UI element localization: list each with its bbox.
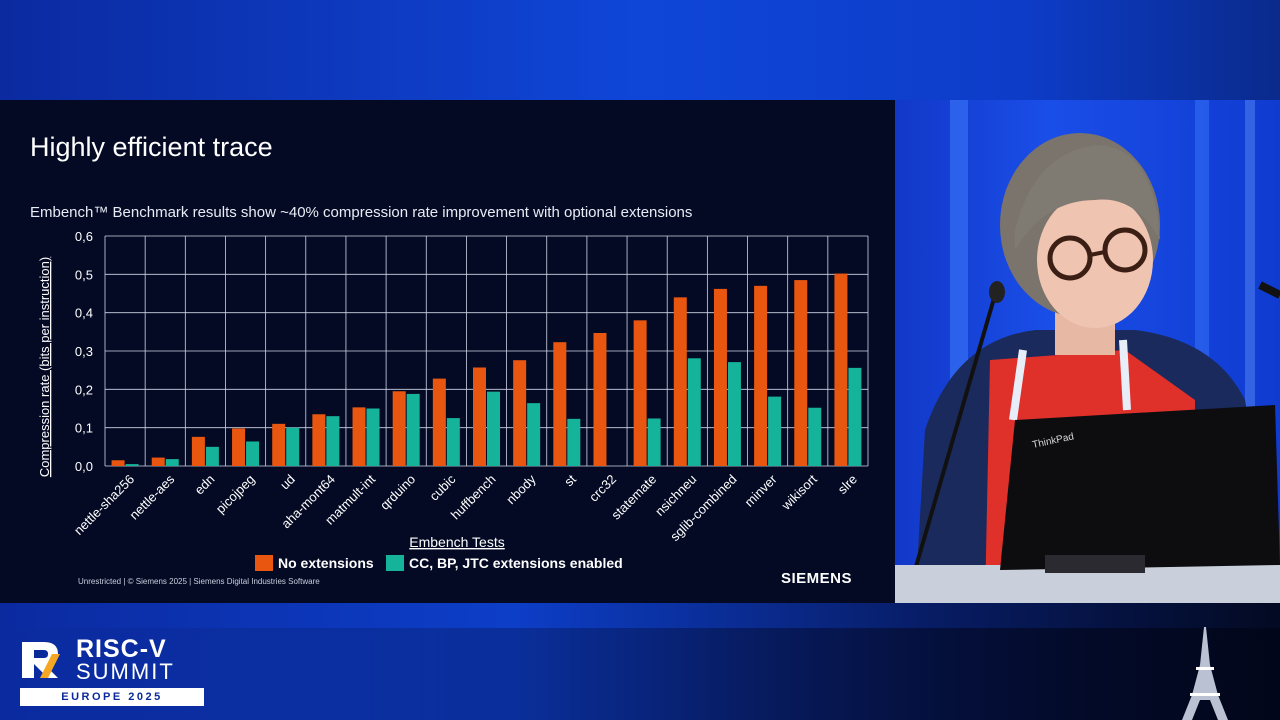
- siemens-logo: SIEMENS: [781, 570, 853, 587]
- y-tick-label: 0,0: [75, 459, 93, 474]
- x-tick-label: slre: [835, 472, 860, 497]
- bar-extensions-enabled: [446, 418, 460, 466]
- x-tick-label: minver: [742, 471, 781, 510]
- lanyard: [1009, 349, 1027, 421]
- bar-extensions-enabled: [487, 391, 500, 466]
- logo-text-summit: SUMMIT: [76, 659, 175, 684]
- x-tick-label: wikisort: [778, 471, 820, 513]
- bar-no-extensions: [151, 457, 165, 466]
- x-tick-label: qrduino: [377, 472, 418, 513]
- x-tick-label: st: [561, 471, 579, 489]
- y-tick-label: 0,6: [75, 229, 93, 244]
- bar-extensions-enabled: [808, 407, 822, 466]
- bar-no-extensions: [834, 273, 848, 466]
- bar-extensions-enabled: [727, 362, 741, 466]
- y-tick-label: 0,4: [75, 306, 93, 321]
- top-banner: [0, 0, 1280, 100]
- bar-no-extensions: [673, 297, 687, 466]
- laptop-base: [1045, 555, 1145, 573]
- microphone-stand: [913, 294, 997, 571]
- bar-extensions-enabled: [205, 446, 219, 466]
- bar-extensions-enabled: [527, 403, 541, 466]
- y-tick-label: 0,3: [75, 344, 93, 359]
- bar-no-extensions: [111, 460, 125, 466]
- speaker-video: ThinkPad: [895, 100, 1280, 603]
- bar-no-extensions: [633, 320, 647, 466]
- slide-footer: Unrestricted | © Siemens 2025 | Siemens …: [78, 577, 320, 586]
- y-axis-label: Compression rate (bits per instruction): [37, 257, 52, 477]
- legend-swatch-no-extensions: [255, 555, 273, 571]
- microphone-icon: [989, 281, 1005, 303]
- bar-no-extensions: [593, 332, 607, 466]
- eiffel-tower-icon: [1182, 627, 1228, 720]
- x-tick-label: ud: [277, 472, 298, 493]
- x-tick-label: crc32: [586, 472, 619, 505]
- bar-no-extensions: [473, 367, 486, 466]
- stage-light-column: [1245, 100, 1255, 430]
- y-tick-label: 0,5: [75, 267, 93, 282]
- bar-extensions-enabled: [848, 367, 862, 466]
- legend-label-extensions-enabled: CC, BP, JTC extensions enabled: [409, 555, 623, 571]
- bar-no-extensions: [794, 280, 808, 466]
- bar-no-extensions: [191, 436, 205, 466]
- bar-no-extensions: [432, 378, 446, 466]
- x-tick-label: cubic: [426, 471, 458, 503]
- bar-no-extensions: [312, 414, 326, 466]
- x-axis-label: Embench Tests: [409, 534, 504, 550]
- laptop: [1000, 405, 1280, 570]
- x-tick-label: nbody: [503, 471, 539, 507]
- glasses-icon: [1047, 235, 1093, 281]
- bar-no-extensions: [713, 288, 727, 466]
- logo-text-risc-v: RISC-V: [76, 635, 167, 663]
- glasses-icon: [1089, 250, 1106, 257]
- bar-no-extensions: [553, 342, 567, 466]
- x-tick-label: picojpeg: [213, 472, 258, 517]
- legend-label-no-extensions: No extensions: [278, 555, 374, 571]
- stage-light-column: [1195, 100, 1209, 430]
- bar-extensions-enabled: [768, 396, 782, 466]
- bar-extensions-enabled: [286, 427, 300, 466]
- bar-no-extensions: [513, 360, 527, 466]
- bar-extensions-enabled: [125, 464, 139, 466]
- microphone-icon: [1258, 281, 1280, 299]
- slide-subtitle: Embench™ Benchmark results show ~40% com…: [30, 204, 693, 221]
- bar-chart: 0,0 0,1 0,2 0,3 0,4 0,5 0,6 nettle-sha256nettle…: [37, 229, 869, 571]
- y-tick-label: 0,1: [75, 421, 93, 436]
- bar-extensions-enabled: [687, 358, 701, 466]
- presentation-slide: Highly efficient trace Embench™ Benchmar…: [0, 100, 895, 603]
- x-tick-label: nettle-aes: [126, 471, 177, 522]
- bar-extensions-enabled: [246, 441, 260, 466]
- lanyard: [1119, 339, 1131, 411]
- slide-title: Highly efficient trace: [30, 132, 273, 162]
- bar-no-extensions: [754, 285, 768, 466]
- logo-text-europe: EUROPE 2025: [20, 688, 204, 706]
- glasses-icon: [1102, 227, 1148, 273]
- bar-extensions-enabled: [647, 418, 661, 466]
- risc-v-summit-logo: RISC-V SUMMIT EUROPE 2025: [20, 635, 220, 712]
- bottom-overlay: [0, 628, 1280, 720]
- bar-extensions-enabled: [366, 408, 380, 466]
- y-tick-label: 0,2: [75, 382, 93, 397]
- bar-extensions-enabled: [165, 459, 179, 466]
- bar-no-extensions: [232, 428, 246, 466]
- bar-no-extensions: [352, 407, 366, 466]
- bar-no-extensions: [272, 423, 286, 466]
- stage-light-column: [950, 100, 968, 430]
- bar-extensions-enabled: [406, 393, 420, 466]
- bar-extensions-enabled: [326, 416, 340, 466]
- legend-swatch-extensions-enabled: [386, 555, 404, 571]
- bar-extensions-enabled: [567, 418, 581, 466]
- x-tick-label: edn: [192, 472, 218, 498]
- risc-v-logo-icon: [22, 642, 60, 678]
- speaker-hair: [1015, 145, 1160, 250]
- speaker-face: [1037, 192, 1153, 328]
- x-tick-label: nettle-sha256: [71, 472, 137, 538]
- bar-no-extensions: [392, 391, 406, 466]
